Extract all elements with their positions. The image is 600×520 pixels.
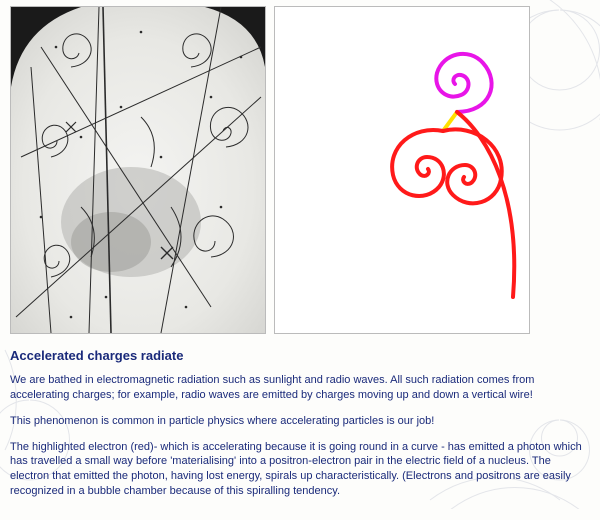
- paragraph-1: We are bathed in electromagnetic radiati…: [10, 373, 590, 403]
- paragraph-3: The highlighted electron (red)- which is…: [10, 440, 590, 499]
- bubble-chamber-photo: [10, 6, 266, 334]
- track-diagram: [274, 6, 530, 334]
- figure-row: [10, 6, 590, 334]
- content-wrapper: Accelerated charges radiate We are bathe…: [0, 0, 600, 520]
- paragraph-2: This phenomenon is common in particle ph…: [10, 414, 590, 429]
- section-heading: Accelerated charges radiate: [10, 348, 590, 363]
